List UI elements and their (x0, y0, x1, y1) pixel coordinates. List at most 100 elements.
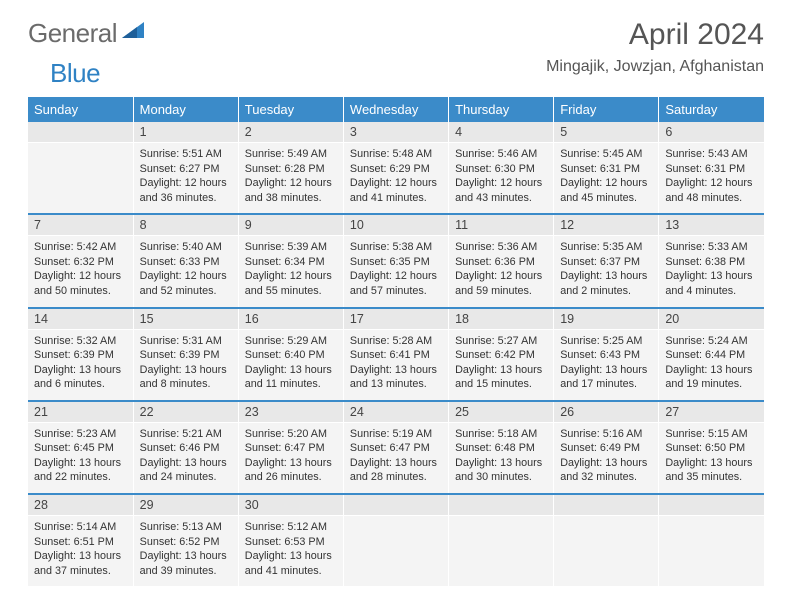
sunset-text: Sunset: 6:48 PM (455, 441, 547, 456)
sunset-text: Sunset: 6:28 PM (245, 162, 337, 177)
brand-logo: General (28, 18, 146, 49)
day-cell: Sunrise: 5:16 AMSunset: 6:49 PMDaylight:… (554, 422, 659, 493)
weekday-header: Sunday (28, 97, 133, 122)
sunset-text: Sunset: 6:39 PM (140, 348, 232, 363)
sunset-text: Sunset: 6:46 PM (140, 441, 232, 456)
day-number-row: 282930 (28, 495, 764, 516)
day-number-empty (28, 122, 133, 143)
weekday-header: Friday (554, 97, 659, 122)
day-number-row: 21222324252627 (28, 402, 764, 423)
daylight-text: Daylight: 13 hours and 19 minutes. (665, 363, 758, 392)
daylight-text: Daylight: 12 hours and 52 minutes. (140, 269, 232, 298)
day-cell: Sunrise: 5:33 AMSunset: 6:38 PMDaylight:… (659, 236, 764, 307)
daylight-text: Daylight: 12 hours and 59 minutes. (455, 269, 547, 298)
weekday-header: Tuesday (238, 97, 343, 122)
day-number: 28 (28, 495, 133, 516)
sunset-text: Sunset: 6:30 PM (455, 162, 547, 177)
sunrise-text: Sunrise: 5:21 AM (140, 427, 232, 442)
day-cell: Sunrise: 5:13 AMSunset: 6:52 PMDaylight:… (133, 516, 238, 587)
sunrise-text: Sunrise: 5:29 AM (245, 334, 337, 349)
day-cell-empty (449, 516, 554, 587)
day-number: 14 (28, 309, 133, 330)
sunrise-text: Sunrise: 5:39 AM (245, 240, 337, 255)
day-cell: Sunrise: 5:24 AMSunset: 6:44 PMDaylight:… (659, 329, 764, 400)
daylight-text: Daylight: 13 hours and 26 minutes. (245, 456, 337, 485)
sunrise-text: Sunrise: 5:13 AM (140, 520, 232, 535)
day-cell: Sunrise: 5:18 AMSunset: 6:48 PMDaylight:… (449, 422, 554, 493)
daylight-text: Daylight: 13 hours and 11 minutes. (245, 363, 337, 392)
day-cell: Sunrise: 5:12 AMSunset: 6:53 PMDaylight:… (238, 516, 343, 587)
sunset-text: Sunset: 6:32 PM (34, 255, 127, 270)
sunset-text: Sunset: 6:47 PM (350, 441, 442, 456)
day-number: 21 (28, 402, 133, 423)
brand-word-2: Blue (50, 58, 100, 89)
day-number: 5 (554, 122, 659, 143)
sunrise-text: Sunrise: 5:36 AM (455, 240, 547, 255)
sunset-text: Sunset: 6:53 PM (245, 535, 337, 550)
daylight-text: Daylight: 12 hours and 57 minutes. (350, 269, 442, 298)
sunset-text: Sunset: 6:36 PM (455, 255, 547, 270)
location-text: Mingajik, Jowzjan, Afghanistan (546, 58, 764, 76)
sunrise-text: Sunrise: 5:12 AM (245, 520, 337, 535)
day-cell: Sunrise: 5:31 AMSunset: 6:39 PMDaylight:… (133, 329, 238, 400)
day-cell: Sunrise: 5:42 AMSunset: 6:32 PMDaylight:… (28, 236, 133, 307)
sunset-text: Sunset: 6:50 PM (665, 441, 758, 456)
sunrise-text: Sunrise: 5:48 AM (350, 147, 442, 162)
day-cell-empty (343, 516, 448, 587)
sunrise-text: Sunrise: 5:28 AM (350, 334, 442, 349)
sunrise-text: Sunrise: 5:19 AM (350, 427, 442, 442)
daylight-text: Daylight: 13 hours and 35 minutes. (665, 456, 758, 485)
daylight-text: Daylight: 13 hours and 24 minutes. (140, 456, 232, 485)
day-number: 15 (133, 309, 238, 330)
day-cell: Sunrise: 5:15 AMSunset: 6:50 PMDaylight:… (659, 422, 764, 493)
daylight-text: Daylight: 12 hours and 48 minutes. (665, 176, 758, 205)
calendar-table: SundayMondayTuesdayWednesdayThursdayFrid… (28, 97, 764, 586)
brand-triangle-icon (122, 20, 144, 47)
sunset-text: Sunset: 6:35 PM (350, 255, 442, 270)
sunset-text: Sunset: 6:52 PM (140, 535, 232, 550)
daylight-text: Daylight: 13 hours and 8 minutes. (140, 363, 232, 392)
sunrise-text: Sunrise: 5:43 AM (665, 147, 758, 162)
brand-word-1: General (28, 18, 117, 49)
daylight-text: Daylight: 13 hours and 32 minutes. (560, 456, 652, 485)
daylight-text: Daylight: 13 hours and 37 minutes. (34, 549, 127, 578)
sunrise-text: Sunrise: 5:31 AM (140, 334, 232, 349)
weekday-header: Monday (133, 97, 238, 122)
day-number: 4 (449, 122, 554, 143)
sunset-text: Sunset: 6:29 PM (350, 162, 442, 177)
sunrise-text: Sunrise: 5:40 AM (140, 240, 232, 255)
sunset-text: Sunset: 6:38 PM (665, 255, 758, 270)
day-number: 20 (659, 309, 764, 330)
sunrise-text: Sunrise: 5:15 AM (665, 427, 758, 442)
day-cell: Sunrise: 5:49 AMSunset: 6:28 PMDaylight:… (238, 143, 343, 214)
day-cell: Sunrise: 5:25 AMSunset: 6:43 PMDaylight:… (554, 329, 659, 400)
day-number: 3 (343, 122, 448, 143)
day-number-empty (449, 495, 554, 516)
daylight-text: Daylight: 12 hours and 41 minutes. (350, 176, 442, 205)
day-cell: Sunrise: 5:40 AMSunset: 6:33 PMDaylight:… (133, 236, 238, 307)
sunrise-text: Sunrise: 5:45 AM (560, 147, 652, 162)
day-number: 19 (554, 309, 659, 330)
day-number-row: 14151617181920 (28, 309, 764, 330)
day-content-row: Sunrise: 5:51 AMSunset: 6:27 PMDaylight:… (28, 143, 764, 214)
day-cell: Sunrise: 5:20 AMSunset: 6:47 PMDaylight:… (238, 422, 343, 493)
sunrise-text: Sunrise: 5:46 AM (455, 147, 547, 162)
sunset-text: Sunset: 6:45 PM (34, 441, 127, 456)
sunrise-text: Sunrise: 5:33 AM (665, 240, 758, 255)
sunrise-text: Sunrise: 5:32 AM (34, 334, 127, 349)
day-number: 30 (238, 495, 343, 516)
daylight-text: Daylight: 12 hours and 36 minutes. (140, 176, 232, 205)
day-number-empty (554, 495, 659, 516)
sunrise-text: Sunrise: 5:16 AM (560, 427, 652, 442)
day-number: 9 (238, 215, 343, 236)
day-cell: Sunrise: 5:39 AMSunset: 6:34 PMDaylight:… (238, 236, 343, 307)
sunset-text: Sunset: 6:33 PM (140, 255, 232, 270)
sunrise-text: Sunrise: 5:38 AM (350, 240, 442, 255)
daylight-text: Daylight: 12 hours and 45 minutes. (560, 176, 652, 205)
sunrise-text: Sunrise: 5:25 AM (560, 334, 652, 349)
sunset-text: Sunset: 6:51 PM (34, 535, 127, 550)
weekday-header: Wednesday (343, 97, 448, 122)
day-number: 22 (133, 402, 238, 423)
daylight-text: Daylight: 13 hours and 2 minutes. (560, 269, 652, 298)
sunset-text: Sunset: 6:37 PM (560, 255, 652, 270)
